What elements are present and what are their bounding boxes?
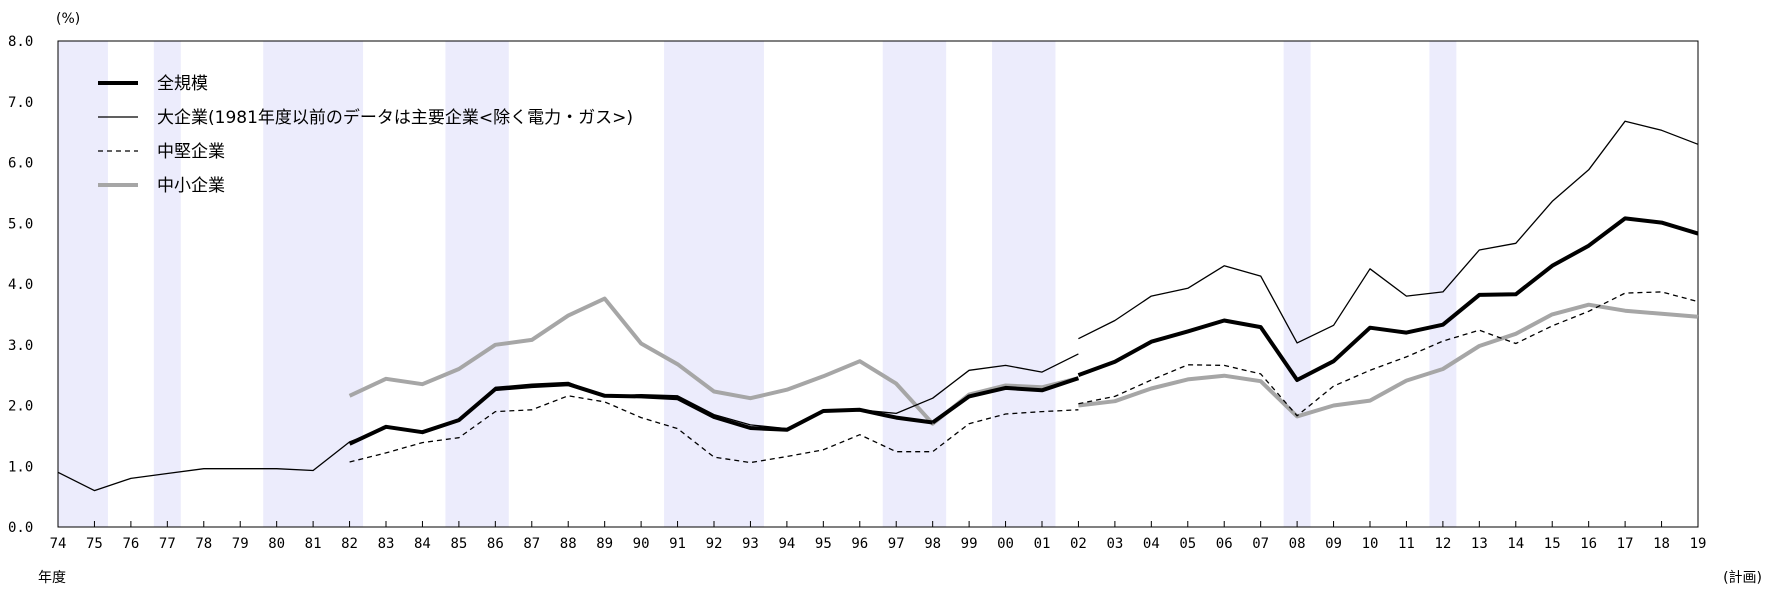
- series-line-dashed-2: [1078, 291, 1699, 417]
- x-tick-label: 79: [232, 536, 249, 552]
- x-tick-label: 03: [1106, 536, 1123, 552]
- x-tick-label: 75: [86, 536, 103, 552]
- x-tick-label: 78: [195, 536, 212, 552]
- x-tick-label: 84: [414, 536, 431, 552]
- x-tick-label: 89: [596, 536, 613, 552]
- x-tick-label: 85: [450, 536, 467, 552]
- x-tick-label: 06: [1216, 536, 1233, 552]
- legend-label-thin: 大企業(1981年度以前のデータは主要企業<除く電力・ガス>): [157, 107, 633, 128]
- x-tick-label: 93: [742, 536, 759, 552]
- y-tick-label: 6.0: [8, 156, 33, 172]
- shaded-period-2: [153, 41, 181, 527]
- x-axis-title: 年度: [38, 570, 66, 586]
- x-tick-label: 12: [1434, 536, 1451, 552]
- shaded-period-9: [1429, 41, 1457, 527]
- y-tick-label: 0.0: [8, 520, 33, 536]
- x-tick-label: 83: [378, 536, 395, 552]
- shaded-period-8: [1283, 41, 1311, 527]
- x-tick-label: 10: [1362, 536, 1379, 552]
- x-tick-label: 81: [305, 536, 322, 552]
- x-tick-label: 88: [560, 536, 577, 552]
- x-tick-label: 99: [961, 536, 978, 552]
- x-tick-label: 95: [815, 536, 832, 552]
- series-line-dashed-1: [349, 395, 1079, 464]
- x-tick-label: 00: [997, 536, 1014, 552]
- plot-frame: [57, 40, 1699, 528]
- series-line-gray-2: [1078, 302, 1699, 419]
- x-tick-label: 04: [1143, 536, 1160, 552]
- y-tick-label: 7.0: [8, 95, 33, 111]
- x-tick-label: 82: [341, 536, 358, 552]
- shaded-period-4: [445, 41, 509, 527]
- shaded-period-6: [882, 41, 947, 527]
- x-tick-label: 16: [1580, 536, 1597, 552]
- shaded-period-1: [58, 41, 108, 527]
- x-tick-label: 19: [1690, 536, 1707, 552]
- x-tick-label: 80: [268, 536, 285, 552]
- y-axis-unit-label: (%): [56, 11, 80, 27]
- x-tick-label: 01: [1034, 536, 1051, 552]
- x-tick-label: 14: [1507, 536, 1524, 552]
- shaded-period-3: [263, 41, 364, 527]
- series-line-bold-1: [348, 382, 933, 446]
- x-tick-label: 90: [633, 536, 650, 552]
- x-tick-label: 87: [523, 536, 540, 552]
- y-tick-label: 4.0: [8, 277, 33, 293]
- x-tick-label: 98: [924, 536, 941, 552]
- y-tick-label: 8.0: [8, 34, 33, 50]
- y-axis: 0.0 1.0 2.0 3.0 4.0 5.0 6.0 7.0 8.0: [8, 34, 33, 536]
- series-line-thin-2: [1078, 120, 1699, 344]
- x-tick-label: 08: [1289, 536, 1306, 552]
- x-tick-label: 11: [1398, 536, 1415, 552]
- x-tick-label: 15: [1544, 536, 1561, 552]
- x-tick-label: 97: [888, 536, 905, 552]
- x-tick-label: 92: [706, 536, 723, 552]
- y-tick-label: 1.0: [8, 459, 33, 475]
- y-tick-label: 3.0: [8, 338, 33, 354]
- x-tick-label: 94: [778, 536, 795, 552]
- y-tick-label: 5.0: [8, 216, 33, 232]
- x-tick-label: 05: [1179, 536, 1196, 552]
- x-tick-label: 09: [1325, 536, 1342, 552]
- shaded-period-5: [664, 41, 764, 527]
- x-axis: 74 75 76 77 78 79 80 81 82 83 84 85 86 87 88 89 90 91 92 93…: [50, 521, 1707, 552]
- x-tick-label: 91: [669, 536, 686, 552]
- x-tick-label: 13: [1471, 536, 1488, 552]
- x-tick-label: 77: [159, 536, 176, 552]
- x-tick-label: 96: [851, 536, 868, 552]
- series-line-bold-2: [931, 376, 1080, 425]
- series-line-bold-3: [1077, 216, 1699, 382]
- x-tick-label: 17: [1617, 536, 1634, 552]
- y-tick-label: 2.0: [8, 399, 33, 415]
- x-tick-label: 76: [122, 536, 139, 552]
- x-tick-label: 74: [50, 536, 67, 552]
- x-tick-label: 86: [487, 536, 504, 552]
- shaded-periods: [58, 41, 1457, 527]
- x-tick-label: 02: [1070, 536, 1087, 552]
- shaded-period-7: [992, 41, 1056, 527]
- legend-label-dashed: 中堅企業: [157, 142, 225, 162]
- legend-label-gray: 中小企業: [157, 176, 225, 196]
- x-tick-label: 07: [1252, 536, 1269, 552]
- x-axis-plan-note: (計画): [1723, 570, 1762, 586]
- series-lines: [57, 120, 1699, 492]
- x-tick-label: 18: [1653, 536, 1670, 552]
- legend-label-bold: 全規模: [157, 74, 208, 94]
